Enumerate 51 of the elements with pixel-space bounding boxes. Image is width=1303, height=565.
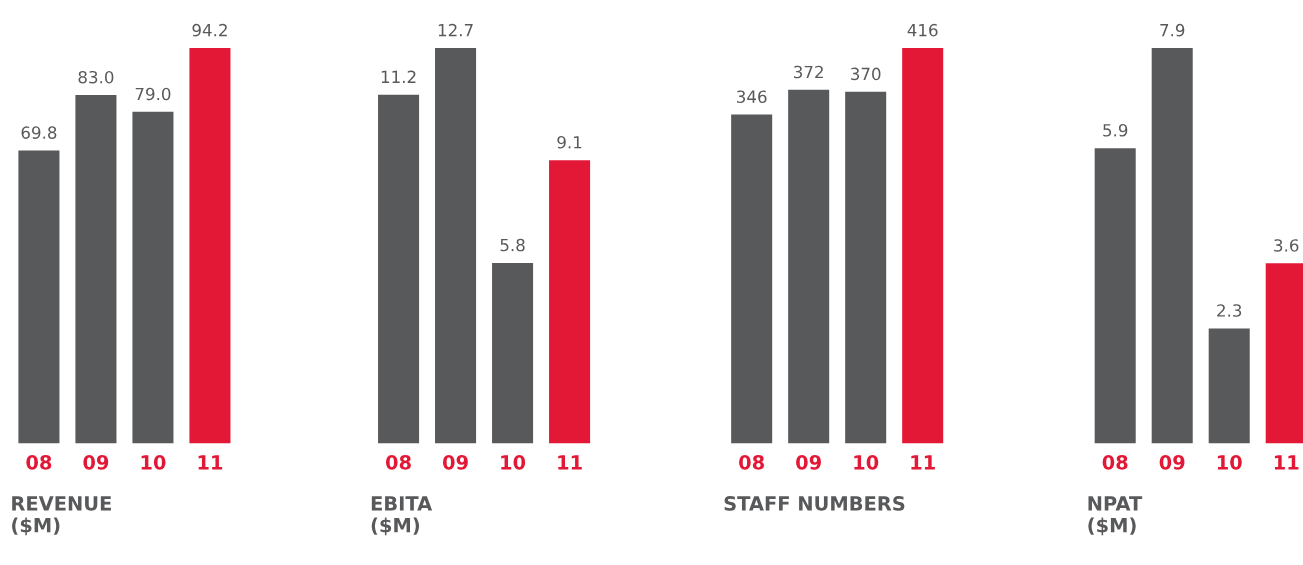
x-tick-label: 11: [558, 455, 582, 470]
data-label: 370: [851, 67, 881, 81]
bar: [845, 91, 887, 444]
bar: [549, 160, 591, 444]
x-tick-label: 11: [1274, 455, 1299, 470]
data-label: 9.1: [557, 135, 582, 149]
data-label: 5.9: [1103, 123, 1128, 137]
x-tick-label: 11: [911, 455, 935, 470]
x-tick-label: 09: [442, 454, 468, 470]
data-label: 346: [737, 90, 767, 104]
data-label: 3.6: [1274, 239, 1299, 252]
x-tick-label: 09: [1159, 454, 1185, 470]
bar: [1151, 48, 1193, 444]
bar: [902, 48, 944, 444]
x-tick-label: 09: [83, 454, 109, 470]
data-label: 94.2: [192, 23, 227, 37]
bar: [788, 89, 830, 444]
data-label: 5.8: [500, 238, 525, 252]
x-tick-label: 11: [198, 455, 223, 470]
x-tick-label: 08: [385, 454, 411, 470]
bar: [1094, 148, 1136, 444]
text: REVENUE ($M): [12, 496, 111, 536]
data-label: 2.3: [1217, 304, 1242, 317]
data-label: 69.8: [21, 126, 57, 139]
x-tick-label: 08: [739, 454, 764, 470]
data-label: 79.0: [135, 87, 171, 101]
bar: [1208, 328, 1250, 444]
x-tick-label: 09: [796, 454, 821, 470]
bar: [731, 114, 773, 444]
bar: [492, 262, 534, 444]
bar: [189, 48, 231, 444]
bar: [18, 150, 60, 444]
data-label: 11.2: [381, 70, 416, 83]
text: NPAT ($M): [1088, 496, 1143, 536]
bar: [132, 111, 174, 444]
x-tick-label: 10: [1217, 454, 1242, 470]
x-tick-label: 10: [854, 454, 879, 470]
text: STAFF NUMBERS: [724, 496, 905, 511]
data-label: 12.7: [438, 23, 473, 37]
data-label: 83.0: [78, 70, 114, 84]
x-tick-label: 08: [26, 454, 52, 470]
bar: [378, 94, 420, 444]
data-label: 7.9: [1160, 23, 1185, 37]
x-tick-label: 08: [1102, 454, 1128, 470]
bar: [435, 48, 477, 444]
data-label: 372: [794, 65, 823, 79]
x-tick-label: 10: [501, 454, 526, 470]
data-label: 416: [907, 23, 938, 37]
x-tick-label: 10: [141, 454, 166, 470]
text: EBITA ($M): [371, 496, 433, 536]
bar: [75, 95, 117, 444]
